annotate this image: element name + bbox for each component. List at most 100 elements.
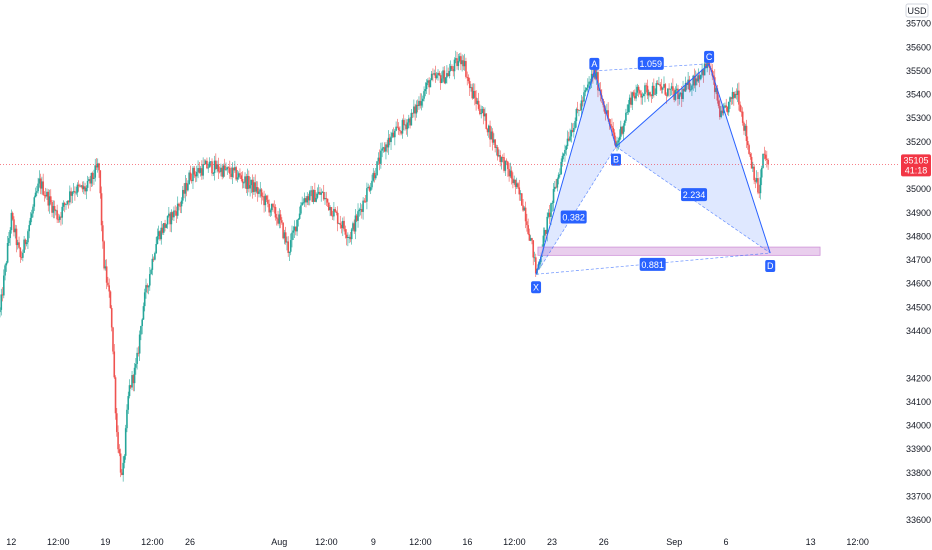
ratio-label[interactable]: 0.382 xyxy=(560,210,587,224)
pattern-point-label: C xyxy=(706,52,713,62)
candle xyxy=(649,91,651,98)
candle xyxy=(621,126,623,136)
candle xyxy=(3,269,5,299)
candle xyxy=(688,75,691,93)
candle xyxy=(528,228,531,241)
y-tick-label: 35700 xyxy=(906,19,931,29)
candle xyxy=(463,53,466,71)
candle xyxy=(8,231,10,247)
candle xyxy=(465,57,467,79)
candle xyxy=(371,174,373,190)
x-tick-label: 12:00 xyxy=(846,537,869,547)
pattern-point-label: D xyxy=(767,261,774,271)
candle xyxy=(391,129,394,139)
ratio-label[interactable]: 2.234 xyxy=(681,188,708,202)
candle xyxy=(390,131,392,151)
candle xyxy=(578,109,580,117)
candle xyxy=(27,229,29,249)
candle xyxy=(86,175,89,192)
candle xyxy=(173,206,175,222)
candle xyxy=(324,192,326,205)
candle xyxy=(496,145,499,161)
candle xyxy=(237,171,240,180)
pattern-point-label: A xyxy=(591,59,597,69)
candle xyxy=(359,202,362,216)
candle xyxy=(635,84,637,102)
candle xyxy=(451,64,453,72)
candle xyxy=(295,226,297,236)
candle xyxy=(142,302,145,320)
candle xyxy=(569,128,571,143)
ratio-label[interactable]: 1.059 xyxy=(637,56,664,70)
candle xyxy=(521,192,523,206)
candle xyxy=(146,283,149,294)
x-tick-label: 6 xyxy=(724,537,729,547)
candle xyxy=(739,101,741,112)
pattern-point-a[interactable]: A xyxy=(589,57,600,70)
candle xyxy=(307,193,310,206)
candle xyxy=(291,225,293,248)
pattern-point-c[interactable]: C xyxy=(704,50,715,63)
candle xyxy=(413,99,415,118)
xab-triangle[interactable] xyxy=(536,70,616,275)
candle xyxy=(147,285,150,295)
candle xyxy=(758,184,761,199)
currency-badge[interactable]: USD xyxy=(905,3,929,18)
candle xyxy=(689,83,692,92)
candle xyxy=(373,170,376,183)
candle xyxy=(401,118,404,139)
candle xyxy=(76,182,79,197)
bcd-triangle[interactable] xyxy=(615,63,771,253)
candle xyxy=(430,70,433,81)
pattern-point-x[interactable]: X xyxy=(531,281,542,294)
candle xyxy=(668,83,670,97)
candle xyxy=(52,200,55,219)
candle xyxy=(441,71,443,84)
prz-zone[interactable] xyxy=(537,246,821,256)
candle xyxy=(326,198,329,207)
ratio-label[interactable]: 0.881 xyxy=(639,257,666,271)
candle xyxy=(209,161,212,167)
candle xyxy=(485,113,488,130)
candle xyxy=(60,212,62,226)
candle xyxy=(62,200,65,211)
candle xyxy=(740,105,743,117)
candle xyxy=(46,188,48,201)
candle xyxy=(154,251,156,261)
pattern-point-d[interactable]: D xyxy=(765,259,776,272)
candle xyxy=(30,209,33,223)
candle xyxy=(241,171,244,189)
candle xyxy=(10,209,13,234)
candle xyxy=(408,114,410,128)
candle xyxy=(176,196,179,219)
candle xyxy=(418,96,420,110)
candle xyxy=(107,276,109,288)
candle xyxy=(206,157,208,170)
candle xyxy=(119,448,122,478)
price-axis[interactable]: 33600 33700 33800 33900 34000 34100 34200 34400… xyxy=(900,0,932,550)
candle xyxy=(644,82,646,103)
candle xyxy=(61,202,64,225)
candle xyxy=(19,246,22,263)
time-axis[interactable]: 12 12:00 19 12:00 26 Aug 12:00 9 12:00 16 12:00 23 2… xyxy=(0,532,932,550)
candle xyxy=(279,209,282,229)
candle xyxy=(136,347,138,370)
x-tick-label: 12:00 xyxy=(409,537,432,547)
candle xyxy=(245,173,248,194)
candle xyxy=(71,191,74,204)
candle xyxy=(13,216,15,237)
candle xyxy=(335,210,338,216)
candle xyxy=(731,87,734,105)
pattern-point-b[interactable]: B xyxy=(610,153,621,166)
harmonic-pattern[interactable]: X A B C D 0.382 1.059 2.234 0.881 xyxy=(531,50,821,294)
candle xyxy=(637,84,640,98)
candle xyxy=(584,87,587,97)
candle xyxy=(677,84,679,106)
candle xyxy=(504,160,507,176)
candle xyxy=(425,79,428,94)
candle xyxy=(406,119,409,137)
candle xyxy=(405,119,408,135)
candle xyxy=(439,73,442,90)
y-tick-label: 34100 xyxy=(906,397,931,407)
